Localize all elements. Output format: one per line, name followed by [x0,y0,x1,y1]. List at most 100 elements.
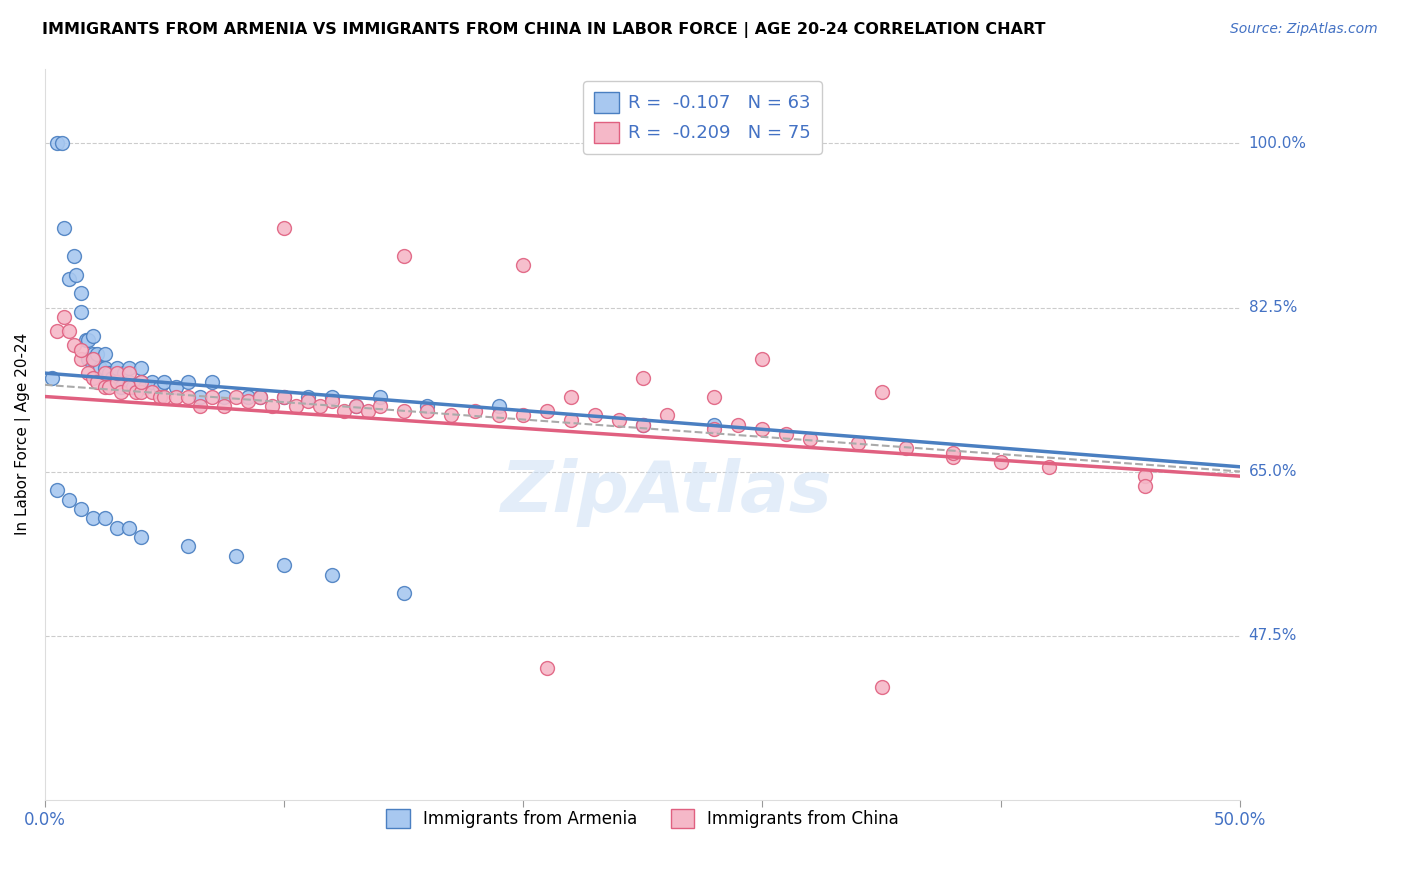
Point [82,347,104,361]
Point [488,409,510,423]
Point [512,409,534,423]
Point [225,549,247,563]
Text: 65.0%: 65.0% [1249,464,1298,479]
Point [1133,469,1156,483]
Point [117,361,139,376]
Point [560,413,582,427]
Point [368,399,391,413]
Point [77,334,100,348]
Point [77,366,100,380]
Point [69,502,91,516]
Point [273,220,295,235]
Point [201,376,224,390]
Legend: Immigrants from Armenia, Immigrants from China: Immigrants from Armenia, Immigrants from… [380,803,905,835]
Point [58,324,80,338]
Text: 82.5%: 82.5% [1249,300,1296,315]
Point [122,380,145,394]
Point [273,390,295,404]
Y-axis label: In Labor Force | Age 20-24: In Labor Force | Age 20-24 [15,333,31,535]
Point [165,390,187,404]
Point [751,352,773,367]
Point [560,390,582,404]
Point [149,390,172,404]
Point [273,558,295,573]
Point [82,352,104,367]
Point [201,390,224,404]
Point [297,394,319,409]
Point [86,376,108,390]
Point [69,343,91,357]
Point [870,384,893,399]
Point [62,249,84,263]
Point [82,371,104,385]
Point [356,403,378,417]
Point [105,521,128,535]
Point [870,680,893,694]
Point [117,380,139,394]
Point [344,399,367,413]
Point [321,394,343,409]
Point [93,361,115,376]
Point [129,530,152,544]
Point [105,376,128,390]
Point [236,394,259,409]
Point [536,403,558,417]
Point [82,511,104,525]
Point [129,361,152,376]
Text: ZipAtlas: ZipAtlas [501,458,832,527]
Point [212,399,235,413]
Point [89,361,111,376]
Point [188,399,211,413]
Point [236,390,259,404]
Point [129,376,152,390]
Point [212,390,235,404]
Point [631,417,654,432]
Point [58,492,80,507]
Point [75,334,97,348]
Point [112,366,135,380]
Point [41,371,63,385]
Point [225,390,247,404]
Point [125,384,148,399]
Point [249,390,271,404]
Point [990,455,1012,469]
Point [894,441,917,455]
Point [149,380,172,394]
Point [134,380,156,394]
Point [45,324,67,338]
Point [321,390,343,404]
Point [392,403,415,417]
Point [69,286,91,301]
Point [416,403,439,417]
Point [775,427,797,442]
Point [392,249,415,263]
Point [177,390,200,404]
Point [86,347,108,361]
Point [273,390,295,404]
Point [69,352,91,367]
Point [177,540,200,554]
Point [77,352,100,367]
Point [129,384,152,399]
Point [464,403,486,417]
Point [117,376,139,390]
Point [942,450,965,465]
Point [703,417,725,432]
Point [321,567,343,582]
Point [727,417,749,432]
Point [512,258,534,272]
Point [177,376,200,390]
Point [1038,459,1060,474]
Point [110,384,132,399]
Point [751,422,773,436]
Point [392,586,415,600]
Point [82,328,104,343]
Point [153,390,176,404]
Point [101,371,124,385]
Point [260,399,283,413]
Point [655,409,678,423]
Point [62,338,84,352]
Point [98,380,121,394]
Point [165,380,187,394]
Point [488,399,510,413]
